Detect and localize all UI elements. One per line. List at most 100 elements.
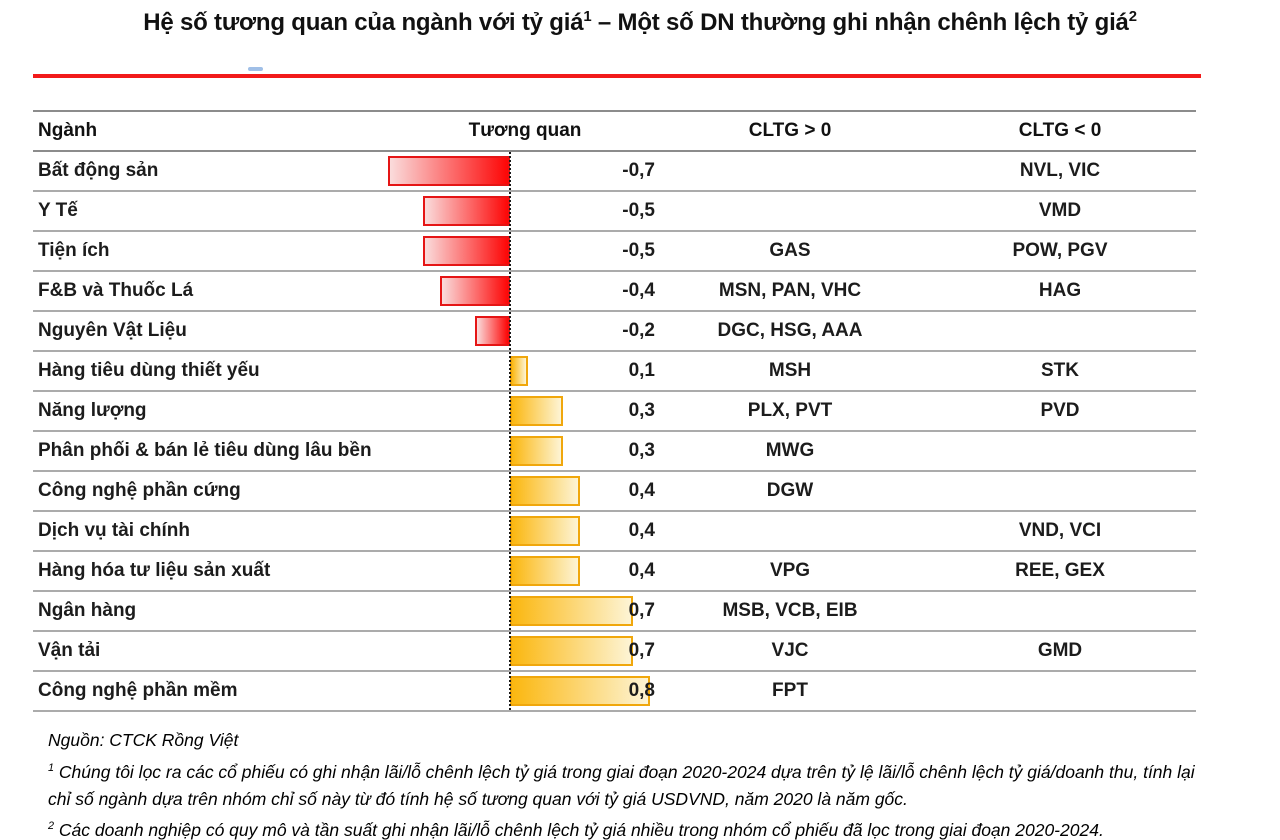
sector-label: Phân phối & bán lẻ tiêu dùng lâu bền [38,440,372,461]
sector-label: Tiện ích [38,240,110,261]
correlation-value: -0,5 [622,200,655,221]
tickers-cltg-positive [660,152,920,190]
footnote-2-marker: 2 [48,820,55,833]
title-text-2: – Một số DN thường ghi nhận chênh lệch t… [591,9,1129,36]
tickers-cltg-positive [660,512,920,550]
table-row: Công nghệ phần cứng 0,4 DGW [33,472,1196,512]
tickers-cltg-positive: MSB, VCB, EIB [722,600,858,621]
negative-correlation-bar [422,196,510,226]
table-row: Bất động sản -0,7 NVL, VIC [33,152,1196,192]
correlation-value: 0,7 [628,600,655,621]
page-title: Hệ số tương quan của ngành với tỷ giá1 –… [0,9,1280,37]
tickers-cltg-negative: VMD [1038,200,1082,221]
correlation-value: 0,4 [628,480,655,501]
correlation-value: 0,1 [628,360,655,381]
positive-correlation-bar [510,636,633,666]
table-row: Nguyên Vật Liệu -0,2 DGC, HSG, AAA [33,312,1196,352]
positive-correlation-bar [510,476,580,506]
correlation-value: 0,8 [628,680,655,701]
tickers-cltg-negative: STK [1041,360,1079,381]
correlation-table: Ngành Tương quan CLTG > 0 CLTG < 0 Bất đ… [33,110,1196,712]
source-note: Nguồn: CTCK Rồng Việt [48,730,239,750]
correlation-value: -0,7 [622,160,655,181]
sector-label: Năng lượng [38,400,147,421]
positive-correlation-bar [510,556,580,586]
table-row: F&B và Thuốc Lá -0,4 MSN, PAN, VHC HAG [33,272,1196,312]
title-footnote-ref-2: 2 [1128,9,1137,25]
correlation-value: 0,3 [628,400,655,421]
negative-correlation-bar [387,156,510,186]
sector-label: Hàng tiêu dùng thiết yếu [38,360,260,381]
negative-correlation-bar [422,236,510,266]
correlation-value: -0,4 [622,280,655,301]
tickers-cltg-positive: PLX, PVT [747,400,833,421]
positive-correlation-bar [510,396,563,426]
tickers-cltg-positive: VPG [769,560,811,581]
tickers-cltg-positive: DGW [766,480,814,501]
tickers-cltg-positive: FPT [772,680,808,701]
correlation-value: 0,4 [628,560,655,581]
table-row: Năng lượng 0,3 PLX, PVT PVD [33,392,1196,432]
correlation-value: 0,7 [628,640,655,661]
sector-label: Ngân hàng [38,600,137,621]
column-header-correlation: Tương quan [468,120,582,141]
tickers-cltg-negative: VND, VCI [1018,520,1102,541]
title-underline-rule [33,74,1201,78]
tickers-cltg-negative: GMD [1037,640,1083,661]
table-row: Tiện ích -0,5 GAS POW, PGV [33,232,1196,272]
tickers-cltg-negative: PVD [1040,400,1080,421]
positive-correlation-bar [510,436,563,466]
title-footnote-ref-1: 1 [583,9,592,25]
footnote-1-marker: 1 [48,761,55,774]
correlation-value: -0,2 [622,320,655,341]
sector-label: F&B và Thuốc Lá [38,280,194,301]
sector-label: Bất động sản [38,160,159,181]
table-row: Hàng hóa tư liệu sản xuất 0,4 VPG REE, GEX [33,552,1196,592]
correlation-value: 0,3 [628,440,655,461]
tickers-cltg-positive: GAS [769,240,811,261]
blue-mark [248,67,263,71]
table-row: Phân phối & bán lẻ tiêu dùng lâu bền 0,3 M… [33,432,1196,472]
title-text-1: Hệ số tương quan của ngành với tỷ giá [143,9,584,36]
tickers-cltg-negative [930,472,1190,510]
tickers-cltg-negative: POW, PGV [1012,240,1108,261]
tickers-cltg-positive: MWG [765,440,815,461]
table-body: Bất động sản -0,7 NVL, VIC Y Tế -0,5 VMD Tiện … [33,152,1196,712]
positive-correlation-bar [510,596,633,626]
table-row: Ngân hàng 0,7 MSB, VCB, EIB [33,592,1196,632]
footnote-2-text: Các doanh nghiệp có quy mô và tần suất g… [58,820,1104,840]
tickers-cltg-negative [930,312,1190,350]
sector-label: Nguyên Vật Liệu [38,320,187,341]
sector-label: Công nghệ phần mềm [38,680,238,701]
tickers-cltg-negative: REE, GEX [1015,560,1105,581]
column-header-sector: Ngành [38,120,98,141]
sector-label: Dịch vụ tài chính [38,520,191,541]
tickers-cltg-positive: MSH [768,360,812,381]
footnote-1: 1 Chúng tôi lọc ra các cổ phiếu có ghi n… [48,755,1213,814]
tickers-cltg-negative: HAG [1038,280,1082,301]
sector-label: Hàng hóa tư liệu sản xuất [38,560,271,581]
zero-axis-line [509,152,511,710]
negative-correlation-bar [475,316,510,346]
column-header-cltg-negative: CLTG < 0 [1018,120,1102,141]
table-header-row: Ngành Tương quan CLTG > 0 CLTG < 0 [33,112,1196,152]
tickers-cltg-negative [930,592,1190,630]
correlation-value: -0,5 [622,240,655,261]
tickers-cltg-negative: NVL, VIC [1019,160,1101,181]
negative-correlation-bar [440,276,510,306]
tickers-cltg-positive: DGC, HSG, AAA [717,320,863,341]
sector-label: Vận tải [38,640,101,661]
table-row: Hàng tiêu dùng thiết yếu 0,1 MSH STK [33,352,1196,392]
sector-label: Công nghệ phần cứng [38,480,241,501]
tickers-cltg-negative [930,672,1190,710]
tickers-cltg-positive [660,192,920,230]
footnote-2: 2 Các doanh nghiệp có quy mô và tần suất… [48,813,1213,840]
tickers-cltg-negative [930,432,1190,470]
tickers-cltg-positive: VJC [771,640,809,661]
table-row: Y Tế -0,5 VMD [33,192,1196,232]
positive-correlation-bar [510,516,580,546]
column-header-cltg-positive: CLTG > 0 [748,120,832,141]
footnote-1-text: Chúng tôi lọc ra các cổ phiếu có ghi nhậ… [48,761,1195,809]
table-row: Dịch vụ tài chính 0,4 VND, VCI [33,512,1196,552]
